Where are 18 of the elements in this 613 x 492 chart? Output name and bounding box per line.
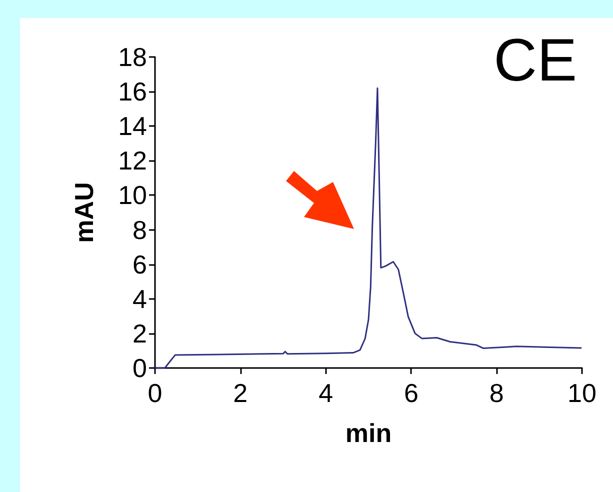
x-tick-label: 2: [233, 378, 248, 408]
x-tick-label: 4: [318, 378, 334, 408]
y-tick-label: 10: [118, 180, 147, 210]
y-tick-label: 18: [118, 42, 147, 72]
y-tick-label: 6: [132, 249, 147, 280]
y-axis-title: mAU: [69, 182, 99, 243]
annotation: CE: [494, 26, 578, 94]
y-tick-label: 14: [118, 111, 147, 142]
x-axis-title: min: [345, 418, 392, 448]
x-tick-label: 10: [568, 378, 596, 408]
y-tick-label: 16: [118, 76, 147, 107]
y-tick-label: 4: [132, 284, 147, 314]
y-tick-label: 8: [132, 214, 147, 245]
y-tick-label: 0: [132, 353, 147, 383]
x-tick-label: 6: [404, 378, 418, 408]
x-tick-label: 8: [489, 378, 504, 408]
y-tick-label: 2: [132, 318, 147, 348]
y-tick-label: 12: [118, 146, 147, 176]
